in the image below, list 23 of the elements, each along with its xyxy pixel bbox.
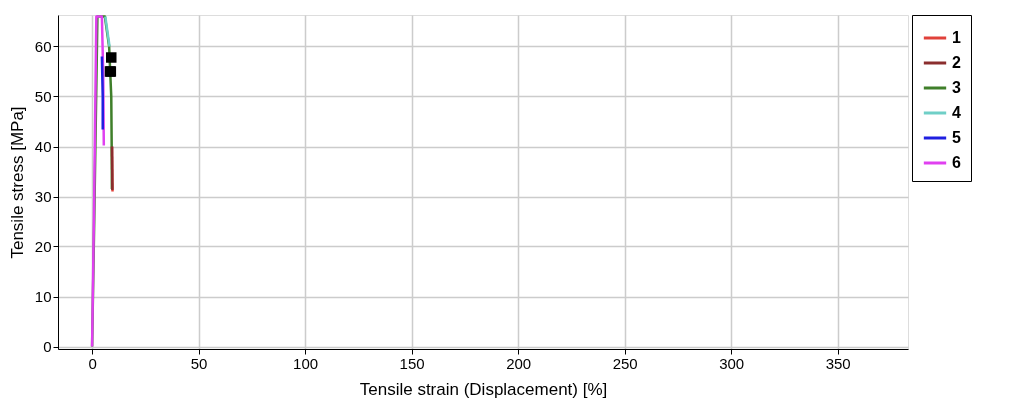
legend-label: 6 bbox=[952, 154, 961, 171]
x-tick-label: 350 bbox=[825, 354, 851, 372]
x-tick-label: 0 bbox=[88, 354, 97, 372]
y-tick-label: 30 bbox=[34, 188, 52, 205]
legend-label: 1 bbox=[952, 29, 961, 46]
y-tick-label: 0 bbox=[43, 338, 52, 355]
y-axis-title: Tensile stress [MPa] bbox=[7, 106, 27, 259]
x-tick-label: 250 bbox=[612, 354, 638, 372]
y-tick-label: 10 bbox=[34, 288, 52, 305]
x-tick-label: 100 bbox=[293, 354, 319, 372]
legend-label: 2 bbox=[952, 54, 961, 71]
legend-label: 5 bbox=[952, 129, 961, 146]
y-tick-label: 60 bbox=[34, 38, 52, 55]
legend-label: 3 bbox=[952, 79, 961, 96]
y-tick-label: 20 bbox=[34, 238, 52, 255]
y-tick-label: 50 bbox=[34, 88, 52, 105]
x-tick-label: 50 bbox=[190, 354, 208, 372]
y-tick-label: 40 bbox=[34, 138, 52, 155]
x-axis-title: Tensile strain (Displacement) [%] bbox=[359, 379, 608, 399]
legend-label: 4 bbox=[952, 104, 961, 121]
x-tick-label: 150 bbox=[399, 354, 425, 372]
x-tick-label: 200 bbox=[506, 354, 532, 372]
x-tick-label: 300 bbox=[719, 354, 745, 372]
